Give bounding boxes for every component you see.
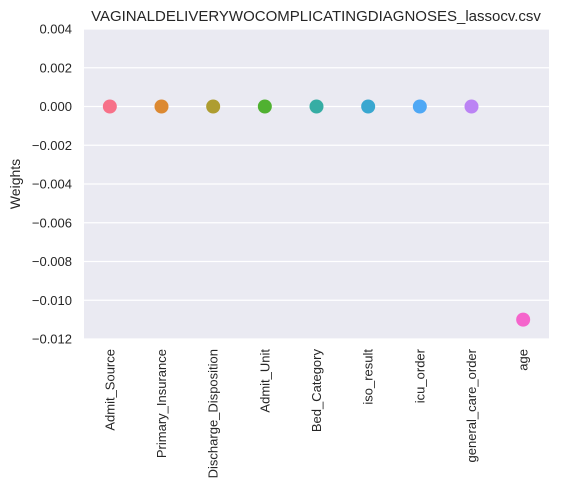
data-point (206, 99, 221, 114)
x-tick-label: Discharge_Disposition (206, 349, 221, 478)
x-tick-label: iso_result (361, 349, 376, 405)
y-tick-label: −0.012 (32, 332, 72, 347)
data-point (412, 99, 427, 114)
y-tick-label: −0.010 (32, 293, 72, 308)
x-tick-label: Bed_Category (309, 349, 324, 433)
data-point (516, 312, 531, 327)
y-tick-label: −0.002 (32, 138, 72, 153)
y-tick-labels: 0.004 0.002 0.000 −0.002 −0.004 −0.006 −0.008 −… (32, 22, 72, 347)
x-tick-labels: Admit_Source Primary_Insurance Discharge_D… (102, 348, 530, 478)
data-point (102, 99, 117, 114)
y-tick-label: 0.004 (39, 22, 72, 37)
x-tick-label: icu_order (412, 348, 427, 403)
y-axis-label: Weights (7, 159, 23, 209)
x-tick-label: Admit_Source (102, 349, 117, 431)
data-point (361, 99, 376, 114)
y-tick-label: 0.000 (39, 99, 72, 114)
data-point (464, 99, 479, 114)
y-tick-label: 0.002 (39, 60, 72, 75)
x-tick-label: age (516, 349, 531, 371)
y-tick-label: −0.008 (32, 254, 72, 269)
x-tick-label: Primary_Insurance (154, 349, 169, 458)
data-point (309, 99, 324, 114)
data-point (257, 99, 272, 114)
data-point (154, 99, 169, 114)
data-points (102, 99, 531, 327)
y-tick-label: −0.004 (32, 177, 72, 192)
x-tick-label: general_care_order (464, 348, 479, 462)
y-tick-label: −0.006 (32, 215, 72, 230)
chart-title: VAGINALDELIVERYWOCOMPLICATINGDIAGNOSES_l… (91, 8, 541, 25)
x-tick-label: Admit_Unit (257, 349, 272, 413)
